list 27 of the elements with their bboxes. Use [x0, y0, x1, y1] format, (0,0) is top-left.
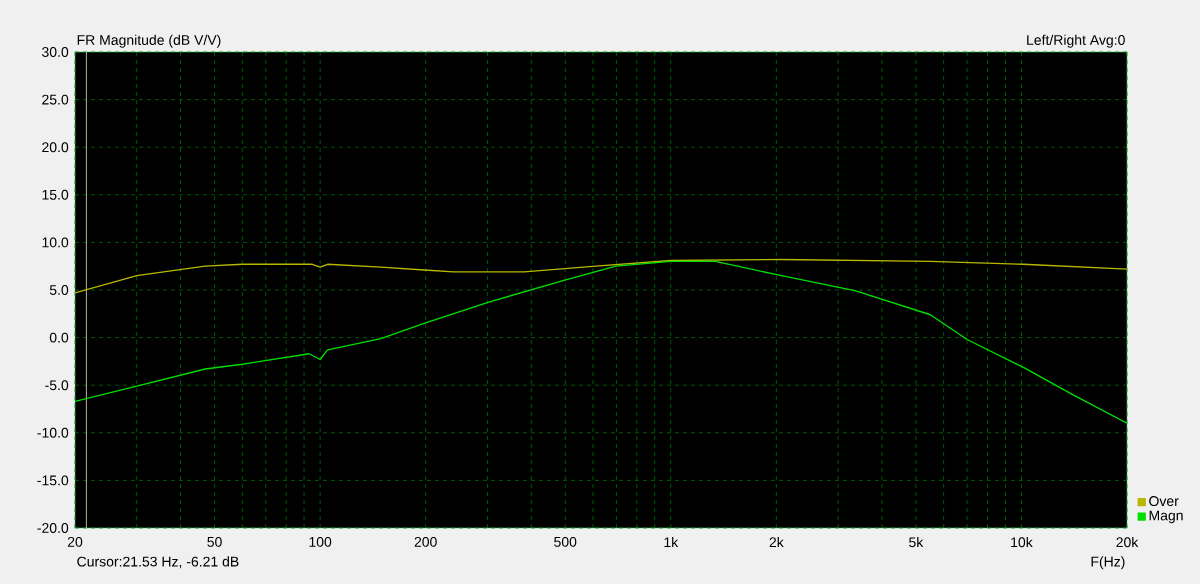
- x-axis-title: F(Hz): [1091, 556, 1125, 570]
- y-tick-label: 10.0: [42, 237, 69, 248]
- text: Left/Right Avg:0: [1027, 34, 1125, 48]
- x-tick-label: 200: [414, 536, 437, 547]
- x-tick-label: 100: [309, 536, 332, 547]
- y-tick-label: -15.0: [37, 475, 69, 486]
- legend-label: Magn: [1149, 510, 1183, 524]
- x-tick-label: 10k: [1011, 536, 1033, 548]
- x-tick-label: 500: [554, 536, 577, 547]
- text: Cursor:21.53 Hz, -6.21 dB: [77, 556, 239, 569]
- x-tick-label: 1k: [664, 536, 679, 548]
- y-tick-label: 30.0: [42, 47, 69, 57]
- y-tick-label: -5.0: [45, 380, 69, 391]
- y-tick-label: -20.0: [37, 523, 69, 533]
- chart-title: FR Magnitude (dB V/V): [77, 34, 221, 48]
- x-tick-label: 2k: [769, 536, 784, 548]
- y-tick-label: 20.0: [42, 142, 69, 153]
- y-tick-label: 15.0: [42, 189, 69, 200]
- y-tick-label: 0.0: [49, 332, 69, 343]
- y-tick-label: 25.0: [42, 94, 69, 105]
- x-tick-label: 5k: [909, 536, 924, 548]
- y-tick-label: -10.0: [37, 427, 69, 438]
- x-tick-label: 20: [67, 536, 83, 547]
- x-tick-label: 20k: [1116, 536, 1139, 548]
- legend-label: Over: [1149, 496, 1179, 507]
- y-tick-label: 5.0: [49, 285, 69, 295]
- x-tick-label: 50: [207, 536, 222, 547]
